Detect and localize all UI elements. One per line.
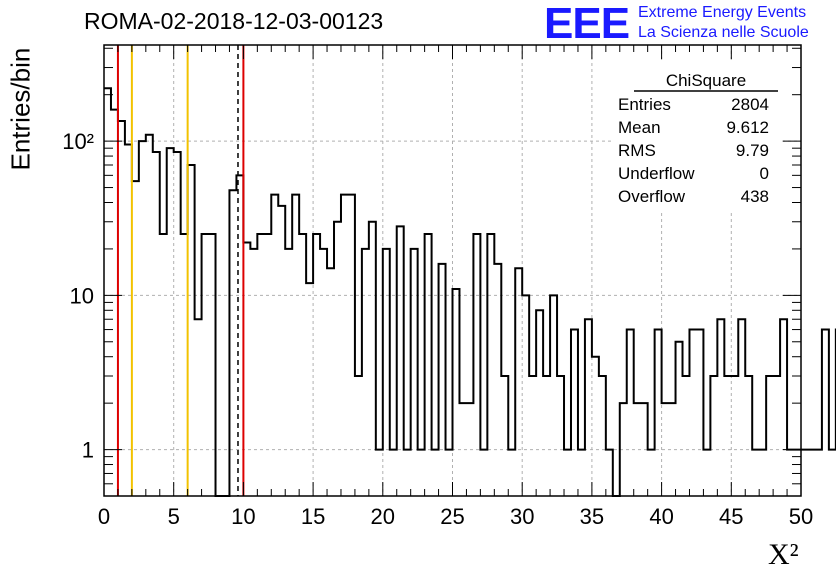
x-tick-label: 30 — [510, 504, 534, 529]
stats-row-label: Overflow — [618, 187, 686, 206]
brand-line-1: Extreme Energy Events — [638, 4, 807, 21]
x-tick-label: 20 — [371, 504, 395, 529]
stats-row-label: RMS — [618, 141, 656, 160]
y-tick-label: 1 — [82, 438, 94, 463]
x-tick-label: 10 — [231, 504, 255, 529]
x-tick-label: 40 — [649, 504, 673, 529]
stats-row-label: Entries — [618, 95, 671, 114]
stats-row-label: Underflow — [618, 164, 695, 183]
chart-title: ROMA-02-2018-12-03-00123 — [84, 8, 384, 34]
x-tick-label: 15 — [301, 504, 325, 529]
stats-row-value: 9.79 — [736, 141, 769, 160]
x-tick-label: 0 — [98, 504, 110, 529]
y-tick-label: 10² — [62, 129, 94, 154]
x-tick-label: 50 — [789, 504, 813, 529]
x-tick-label: 35 — [580, 504, 604, 529]
stats-row-value: 0 — [760, 164, 769, 183]
x-tick-label: 25 — [440, 504, 464, 529]
stats-row-value: 2804 — [731, 95, 769, 114]
stats-box — [612, 62, 782, 210]
x-tick-label: 5 — [168, 504, 180, 529]
y-tick-label: 10 — [70, 283, 94, 308]
brand-line-2: La Scienza nelle Scuole — [638, 24, 809, 41]
eee-logo: EEE — [544, 0, 630, 48]
stats-row-label: Mean — [618, 118, 661, 137]
stats-title: ChiSquare — [666, 71, 746, 90]
stats-row-value: 9.612 — [726, 118, 769, 137]
histogram-series — [104, 87, 836, 497]
x-axis-label: X² — [768, 538, 799, 571]
x-tick-label: 45 — [719, 504, 743, 529]
stats-row-value: 438 — [741, 187, 769, 206]
